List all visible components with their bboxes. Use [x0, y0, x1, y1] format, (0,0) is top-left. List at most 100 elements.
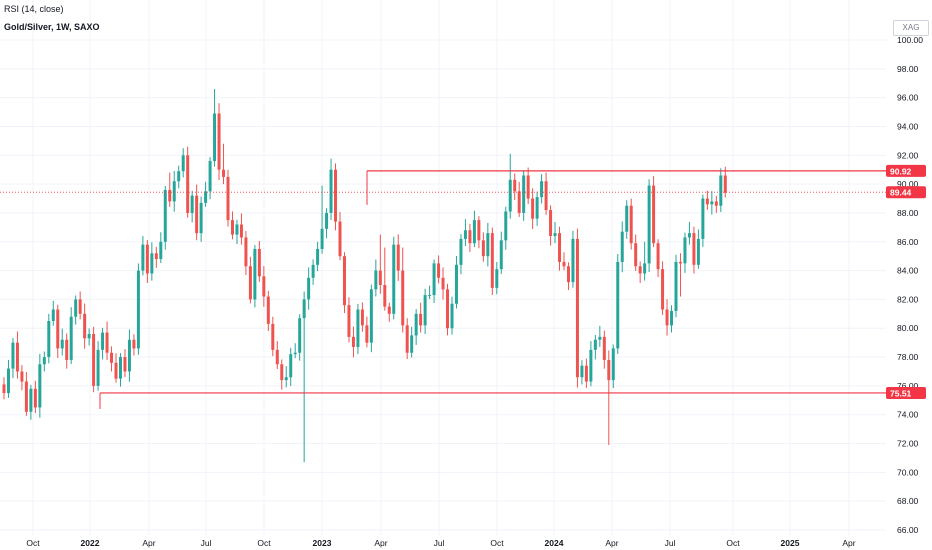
candle-body — [616, 261, 620, 349]
candle-body — [235, 224, 239, 235]
candle-body — [549, 210, 553, 236]
candle-body — [101, 332, 105, 350]
symbol-compare-badge[interactable]: XAG — [893, 20, 929, 36]
candle-body — [365, 325, 369, 343]
candle-body — [342, 256, 346, 306]
candle-body — [360, 309, 364, 326]
candle-body — [562, 261, 566, 267]
x-tick-label: Oct — [26, 538, 40, 548]
candle-body — [316, 248, 320, 265]
x-tick-label: 2024 — [545, 538, 564, 548]
y-tick-label: 66.00 — [897, 525, 919, 535]
candle-body — [670, 310, 674, 326]
candle-body — [580, 365, 584, 378]
candle-body — [230, 220, 234, 235]
x-tick-label: Apr — [842, 538, 855, 548]
candle-body — [24, 381, 28, 412]
candle-body — [558, 233, 562, 262]
candle-body — [132, 339, 136, 349]
candle-body — [468, 230, 472, 244]
candle-body — [705, 198, 709, 205]
y-tick-label: 82.00 — [897, 294, 919, 304]
y-tick-label: 88.00 — [897, 208, 919, 218]
candle-body — [168, 189, 172, 202]
y-tick-label: 100.00 — [897, 35, 923, 45]
candle-body — [181, 155, 185, 172]
candle-body — [428, 295, 432, 297]
candle-body — [69, 316, 73, 360]
candle-body — [593, 339, 597, 350]
candle-body — [441, 277, 445, 290]
candle-body — [118, 357, 122, 379]
candle-body — [535, 197, 539, 219]
candle-body — [508, 179, 512, 212]
candle-body — [696, 238, 700, 265]
candle-body — [553, 233, 557, 236]
candle-body — [656, 243, 660, 270]
candle-body — [325, 212, 329, 229]
candle-body — [284, 377, 288, 381]
candle-body — [647, 185, 651, 264]
candle-body — [257, 248, 261, 277]
candle-body — [275, 349, 279, 365]
candle-body — [248, 266, 252, 300]
candle-body — [347, 305, 351, 337]
x-tick-label: Apr — [374, 538, 387, 548]
candle-body — [51, 309, 55, 322]
x-tick-label: Apr — [605, 538, 618, 548]
indicator-label: RSI (14, close) — [4, 4, 64, 14]
candle-body — [611, 348, 615, 381]
candle-body — [293, 352, 297, 355]
x-tick-label: Oct — [490, 538, 504, 548]
candle-body — [74, 299, 78, 317]
candle-body — [186, 155, 190, 213]
x-tick-label: 2022 — [81, 538, 100, 548]
candle-body — [311, 264, 315, 278]
candle-body — [495, 269, 499, 288]
candle-body — [298, 318, 302, 353]
level-price-label: 90.92 — [890, 166, 912, 176]
candle-body — [145, 244, 149, 274]
candle-body — [683, 237, 687, 264]
candle-body — [620, 231, 624, 262]
x-tick-label: Oct — [726, 538, 740, 548]
candle-body — [490, 233, 494, 288]
candle-body — [195, 195, 199, 234]
candle-body — [531, 198, 535, 219]
candle-body — [110, 352, 114, 363]
candle-body — [83, 313, 87, 339]
candle-body — [477, 220, 481, 241]
candle-body — [602, 336, 606, 360]
candle-body — [396, 244, 400, 271]
candle-body — [114, 362, 118, 379]
candle-body — [526, 175, 530, 199]
candle-body — [571, 238, 575, 283]
y-tick-label: 94.00 — [897, 121, 919, 131]
candle-body — [280, 364, 284, 381]
y-tick-label: 78.00 — [897, 352, 919, 362]
y-tick-label: 72.00 — [897, 439, 919, 449]
candle-body — [329, 169, 333, 213]
candle-body — [141, 244, 145, 271]
candle-body — [522, 175, 526, 213]
candle-body — [56, 309, 60, 349]
candle-body — [320, 228, 324, 249]
y-tick-label: 80.00 — [897, 323, 919, 333]
candle-body — [629, 205, 633, 244]
y-tick-label: 86.00 — [897, 237, 919, 247]
candle-body — [437, 263, 441, 278]
candle-body — [723, 175, 727, 193]
candle-body — [504, 211, 508, 241]
candle-body — [392, 244, 396, 314]
candle-body — [42, 357, 46, 365]
candle-body — [208, 161, 212, 192]
y-tick-label: 92.00 — [897, 150, 919, 160]
candle-body — [719, 175, 723, 206]
candle-body — [11, 342, 15, 369]
candle-body — [92, 334, 96, 386]
candle-body — [334, 169, 338, 222]
candle-body — [387, 306, 391, 314]
candle-body — [20, 371, 24, 382]
level-price-label: 75.51 — [890, 388, 912, 398]
